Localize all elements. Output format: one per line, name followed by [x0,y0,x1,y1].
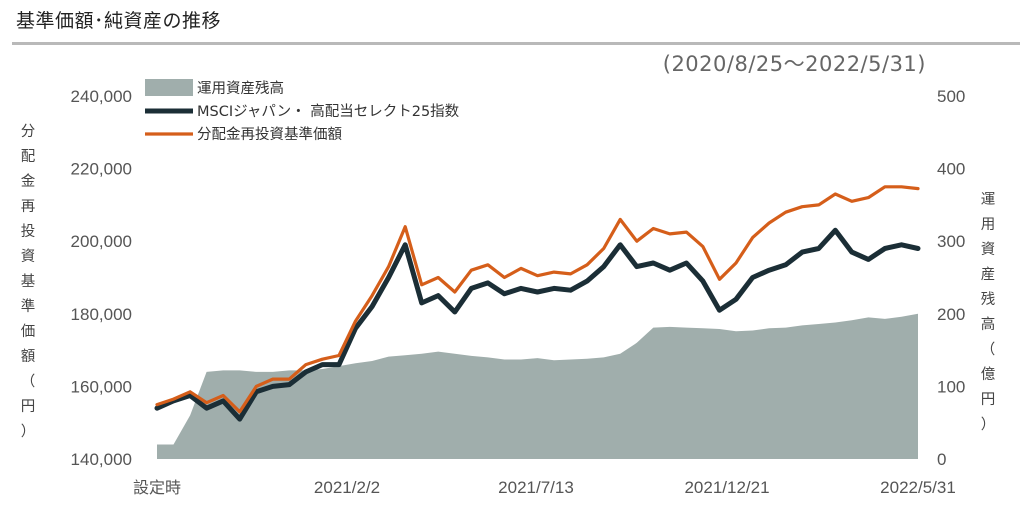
x-tick-label: 2021/7/13 [498,478,574,497]
series-line-nav [155,185,920,414]
y2-tick-label: 100 [937,377,965,396]
y-axis-label-right: 運用資産残高（億円） [980,192,996,433]
y-tick-label: 220,000 [71,160,132,179]
x-tick-label: 2021/2/2 [314,478,380,497]
y-tick-label: 160,000 [71,377,132,396]
series-area-assets [157,313,918,459]
y2-tick-label: 500 [937,87,965,106]
x-tick-label: 2022/5/31 [880,478,956,497]
period-label: (2020/8/25～2022/5/31) [662,52,926,76]
y2-tick-label: 300 [937,232,965,251]
y-axis-label-left: 分配金再投資基準価額（円） [20,124,36,440]
legend-swatch-assets [145,79,193,96]
y-tick-label: 180,000 [71,305,132,324]
title-divider [12,42,1020,45]
y2-tick-label: 400 [937,160,965,179]
y-tick-label: 200,000 [71,232,132,251]
x-tick-label: 2021/12/21 [684,478,769,497]
legend-label: 運用資産残高 [197,80,284,97]
x-tick-label: 設定時 [133,478,181,497]
y-tick-label: 240,000 [71,87,132,106]
legend-label: MSCIジャパン・ 高配当セレクト25指数 [197,103,460,120]
chart-title: 基準価額･純資産の推移 [16,10,222,32]
series-line-index [154,227,921,422]
y-tick-label: 140,000 [71,450,132,469]
y2-tick-label: 200 [937,305,965,324]
legend-label: 分配金再投資基準価額 [197,126,342,143]
y2-tick-label: 0 [937,450,946,469]
